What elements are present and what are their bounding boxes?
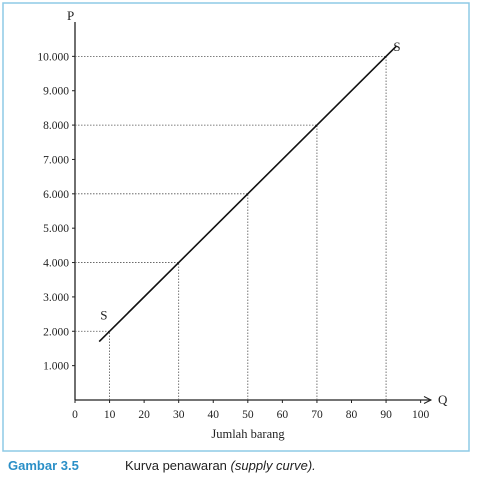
x-tick-label: 60 [277, 409, 289, 421]
y-tick-label: 10.000 [37, 51, 69, 63]
x-tick-label: 50 [242, 409, 254, 421]
x-axis-label: Q [438, 392, 448, 407]
x-tick-label: 30 [173, 409, 185, 421]
x-tick-label: 100 [412, 409, 430, 421]
y-tick-label: 3.000 [43, 292, 69, 304]
x-tick-label: 70 [311, 409, 323, 421]
y-tick-label: 5.000 [43, 223, 69, 235]
curve-label: S [100, 308, 107, 323]
x-tick-label: 10 [104, 409, 116, 421]
figure-frame [2, 2, 470, 452]
y-tick-label: 1.000 [43, 361, 69, 373]
y-axis-label: P [67, 8, 74, 23]
caption-label: Gambar 3.5 [8, 458, 79, 473]
supply-line [98, 45, 398, 343]
x-tick-label: 80 [346, 409, 358, 421]
y-tick-label: 8.000 [43, 120, 69, 132]
caption-text: Kurva penawaran (supply curve). [125, 458, 316, 473]
x-axis-title: Jumlah barang [211, 427, 285, 441]
y-tick-label: 4.000 [43, 258, 69, 270]
y-tick-label: 9.000 [43, 86, 69, 98]
caption-main: Kurva penawaran [125, 458, 227, 473]
curve-label: S [393, 39, 400, 54]
x-tick-label: 20 [138, 409, 150, 421]
y-tick-label: 2.000 [43, 326, 69, 338]
x-tick-label: 40 [208, 409, 220, 421]
y-tick-label: 6.000 [43, 189, 69, 201]
caption-italic: (supply curve). [231, 458, 316, 473]
y-tick-label: 7.000 [43, 154, 69, 166]
x-tick-label: 90 [380, 409, 392, 421]
x-axis-arrow [423, 396, 433, 404]
x-tick-label: 0 [72, 409, 78, 421]
